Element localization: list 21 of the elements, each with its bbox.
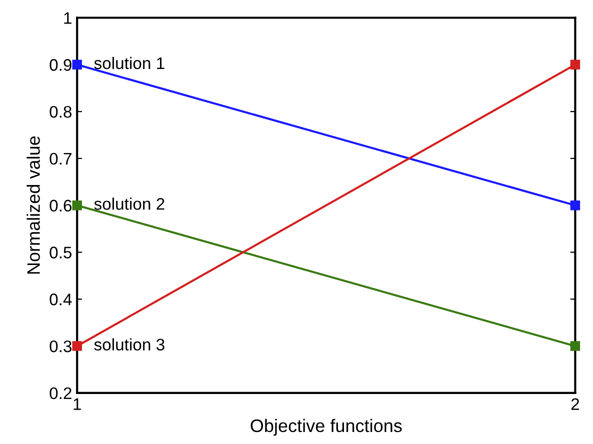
y-tick-label: 1 bbox=[64, 12, 72, 24]
x-tick-label: 2 bbox=[571, 398, 580, 410]
y-tick-label: 0.9 bbox=[50, 59, 72, 71]
y-tick-label: 0.3 bbox=[50, 340, 72, 352]
y-tick-label: 0.4 bbox=[50, 294, 72, 306]
point bbox=[72, 60, 82, 70]
y-axis-title: Normalized value bbox=[26, 136, 40, 274]
y-tick-label: 0.8 bbox=[50, 106, 72, 118]
point bbox=[570, 200, 580, 210]
point bbox=[570, 60, 580, 70]
y-tick-label: 0.7 bbox=[50, 152, 72, 165]
point bbox=[570, 341, 580, 351]
series-label: solution 3 bbox=[94, 338, 164, 351]
y-tick-label: 0.2 bbox=[50, 387, 72, 400]
point bbox=[72, 341, 82, 351]
point bbox=[72, 200, 82, 210]
y-tick-label: 0.5 bbox=[50, 246, 72, 258]
series-label: solution 1 bbox=[94, 56, 164, 70]
x-axis-title: Objective functions bbox=[250, 418, 402, 436]
y-tick-label: 0.6 bbox=[50, 200, 72, 212]
series-label: solution 2 bbox=[94, 198, 164, 210]
